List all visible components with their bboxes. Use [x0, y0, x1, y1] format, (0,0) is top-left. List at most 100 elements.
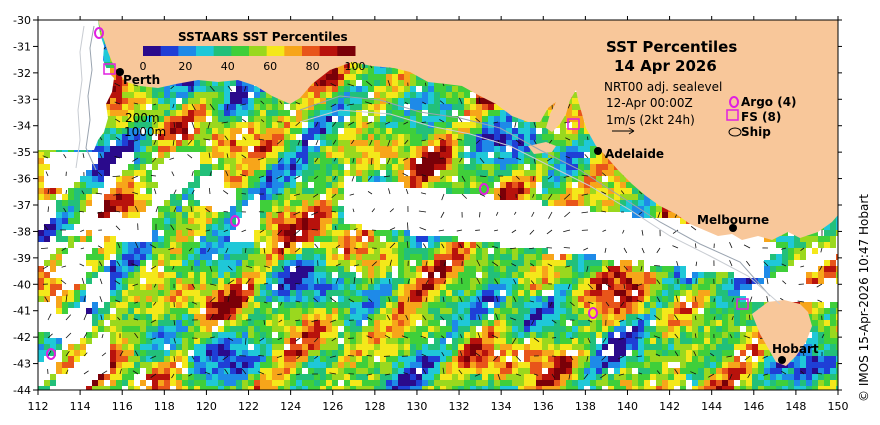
sst-cell: [404, 140, 410, 146]
sst-cell: [176, 242, 182, 248]
sst-cell: [278, 128, 284, 134]
sst-cell: [410, 134, 416, 140]
sst-cell: [260, 218, 266, 224]
sst-cell: [410, 242, 416, 248]
sst-cell: [194, 290, 200, 296]
sst-cell: [188, 92, 194, 98]
sst-cell: [434, 236, 440, 242]
sst-cell: [200, 134, 206, 140]
sst-cell: [722, 272, 728, 278]
sst-cell: [200, 152, 206, 158]
sst-cell: [266, 98, 272, 104]
sst-cell: [686, 278, 692, 284]
sst-cell: [368, 158, 374, 164]
sst-cell: [308, 254, 314, 260]
sst-cell: [482, 146, 488, 152]
sst-cell: [350, 260, 356, 266]
sst-cell: [176, 260, 182, 266]
sst-cell: [482, 284, 488, 290]
sst-cell: [146, 140, 152, 146]
sst-cell: [374, 290, 380, 296]
sst-cell: [446, 122, 452, 128]
sst-cell: [122, 200, 128, 206]
sst-cell: [38, 284, 44, 290]
sst-cell: [476, 158, 482, 164]
sst-cell: [56, 212, 62, 218]
sst-cell: [320, 290, 326, 296]
sst-cell: [242, 182, 248, 188]
sst-cell: [242, 194, 248, 200]
sst-cell: [260, 104, 266, 110]
sst-cell: [500, 134, 506, 140]
sst-cell: [566, 158, 572, 164]
sst-cell: [662, 212, 668, 218]
sst-cell: [290, 164, 296, 170]
sst-cell: [332, 290, 338, 296]
sst-cell: [482, 176, 488, 182]
sst-cell: [302, 128, 308, 134]
sst-cell: [506, 182, 512, 188]
sst-cell: [98, 32, 104, 38]
sst-cell: [818, 278, 824, 284]
sst-cell: [542, 188, 548, 194]
sst-cell: [320, 110, 326, 116]
sst-cell: [38, 194, 44, 200]
sst-cell: [404, 278, 410, 284]
sst-cell: [524, 194, 530, 200]
sst-cell: [464, 182, 470, 188]
sst-cell: [452, 152, 458, 158]
sst-cell: [194, 92, 200, 98]
sst-cell: [122, 176, 128, 182]
sst-cell: [182, 194, 188, 200]
sst-cell: [764, 266, 770, 272]
sst-cell: [362, 176, 368, 182]
sst-cell: [392, 128, 398, 134]
sst-cell: [266, 254, 272, 260]
sst-cell: [410, 110, 416, 116]
sst-cell: [626, 266, 632, 272]
sst-cell: [236, 266, 242, 272]
sst-cell: [368, 242, 374, 248]
sst-cell: [548, 200, 554, 206]
sst-cell: [578, 290, 584, 296]
sst-cell: [698, 272, 704, 278]
sst-cell: [524, 272, 530, 278]
sst-cell: [416, 98, 422, 104]
sst-cell: [152, 242, 158, 248]
sst-cell: [356, 62, 362, 68]
sst-cell: [326, 140, 332, 146]
sst-cell: [62, 218, 68, 224]
sst-cell: [182, 134, 188, 140]
sst-cell: [650, 278, 656, 284]
sst-cell: [356, 170, 362, 176]
sst-cell: [464, 290, 470, 296]
sst-cell: [428, 248, 434, 254]
sst-cell: [284, 164, 290, 170]
sst-cell: [476, 284, 482, 290]
sst-cell: [134, 248, 140, 254]
sst-cell: [338, 68, 344, 74]
sst-cell: [230, 164, 236, 170]
sst-cell: [302, 182, 308, 188]
sst-cell: [470, 164, 476, 170]
sst-cell: [542, 284, 548, 290]
sst-cell: [356, 104, 362, 110]
sst-cell: [356, 248, 362, 254]
sst-cell: [452, 104, 458, 110]
sst-cell: [206, 158, 212, 164]
sst-cell: [404, 266, 410, 272]
sst-cell: [512, 158, 518, 164]
sst-cell: [554, 200, 560, 206]
sst-cell: [128, 86, 134, 92]
sst-cell: [224, 176, 230, 182]
sst-cell: [344, 128, 350, 134]
sst-cell: [530, 260, 536, 266]
sst-cell: [362, 158, 368, 164]
sst-cell: [128, 92, 134, 98]
sst-cell: [236, 200, 242, 206]
sst-cell: [284, 248, 290, 254]
sst-cell: [554, 164, 560, 170]
sst-cell: [320, 146, 326, 152]
sst-cell: [80, 284, 86, 290]
sst-cell: [164, 230, 170, 236]
